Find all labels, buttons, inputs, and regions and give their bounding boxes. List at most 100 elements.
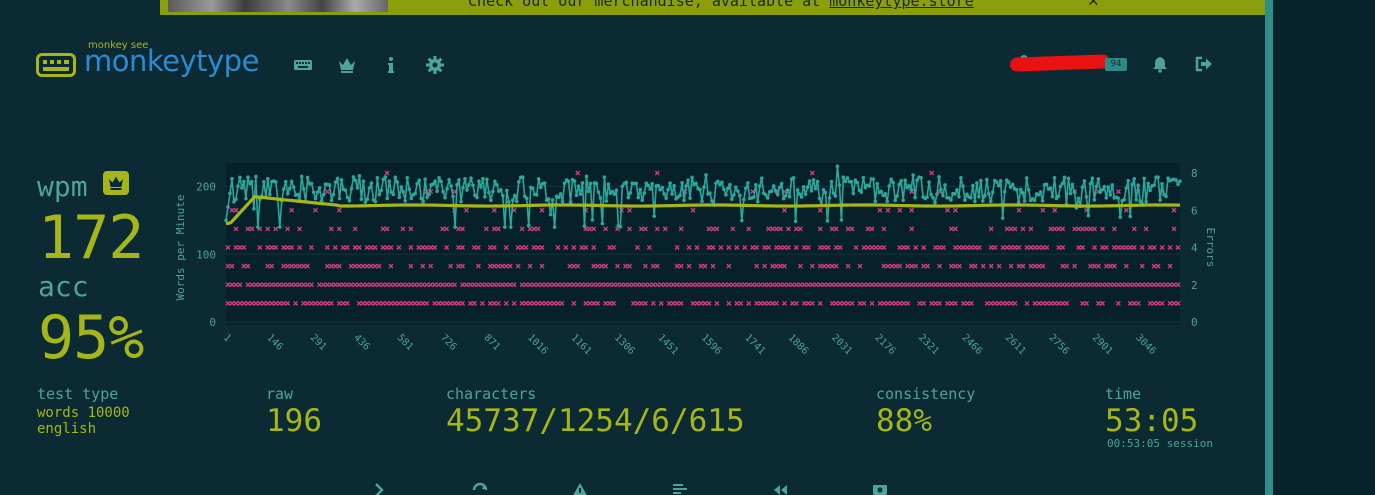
error-point [929,300,935,306]
raw-point [682,198,686,203]
raw-point [1024,176,1029,180]
error-point [1040,263,1046,269]
raw-point [1048,186,1053,190]
raw-point [431,182,435,186]
error-point [996,300,1002,306]
error-point [1107,263,1113,269]
error-point [1064,300,1070,306]
error-point [786,245,791,250]
error-point [929,170,935,176]
error-point [833,300,839,306]
error-point [1028,245,1034,250]
raw-point [1108,193,1113,197]
error-point [340,282,346,288]
error-point [599,263,605,269]
error-point [1024,282,1030,288]
error-point [634,282,640,288]
error-point [1028,282,1034,288]
error-point [714,226,720,232]
error-point [591,300,597,306]
next-test-icon[interactable] [371,481,389,495]
username-redacted[interactable] [1009,54,1111,72]
error-point [324,245,330,250]
error-point [1036,282,1042,288]
raw-point [285,191,290,196]
error-point [634,300,640,306]
keyboard-icon[interactable] [292,54,314,76]
error-point [758,282,764,288]
banner-link[interactable]: monkeytype.store [829,0,974,10]
raw-point [287,186,292,191]
error-point [1056,245,1062,250]
gear-icon[interactable] [424,54,446,76]
error-point [368,263,374,269]
x-tick-label: 436 [351,332,372,353]
error-point [801,245,807,250]
error-point [1000,245,1006,250]
error-point [1056,282,1062,288]
raw-point [1014,187,1019,192]
error-point [682,282,688,288]
error-point [742,282,748,288]
error-point [968,263,974,269]
error-point [746,282,752,288]
error-point [539,282,545,288]
error-point [833,263,839,269]
x-tick-label: 1741 [742,332,767,357]
error-point [630,282,636,288]
bell-icon[interactable] [1151,55,1169,73]
error-point [503,282,509,288]
error-point [952,245,958,250]
error-point [360,263,366,269]
words-history-icon[interactable] [671,481,689,495]
error-point [674,263,680,269]
raw-point [425,195,429,200]
raw-point [831,191,836,195]
error-point [491,226,497,232]
sign-out-icon[interactable] [1195,56,1213,72]
warning-icon[interactable] [571,481,589,495]
raw-point [584,174,589,179]
raw-point [1134,198,1138,202]
error-point [1032,245,1038,250]
raw-point [1010,182,1015,187]
error-point [945,207,950,213]
error-point [782,245,787,250]
error-point [1107,282,1113,288]
error-point [364,300,370,306]
raw-point [369,181,374,186]
raw-point [799,195,804,199]
error-point [881,300,887,306]
error-point [464,282,469,288]
raw-point [927,180,931,185]
error-point [440,300,446,306]
error-point [360,282,366,288]
error-point [611,300,617,306]
error-point [1044,245,1050,250]
raw-point [935,192,939,197]
restart-icon[interactable] [471,481,489,495]
error-point [1131,245,1137,250]
error-point [845,263,851,269]
raw-point [355,186,360,190]
error-point [464,207,469,213]
raw-point [1132,177,1136,181]
error-point [833,226,839,232]
crown-icon[interactable] [336,54,358,76]
error-point [654,263,660,269]
y-axis-label: Words per Minute [174,195,187,301]
close-icon[interactable]: ✕ [1088,0,1099,11]
error-point [948,226,954,232]
info-icon[interactable] [380,54,402,76]
replay-icon[interactable] [771,481,789,495]
error-point [1048,226,1054,232]
error-point [881,263,887,269]
error-point [762,300,768,306]
error-point [1004,300,1010,306]
error-point [444,300,450,306]
error-point [690,300,696,306]
error-point [1139,245,1145,250]
screenshot-icon[interactable] [871,481,889,495]
error-point [710,263,716,269]
error-point [225,245,231,250]
